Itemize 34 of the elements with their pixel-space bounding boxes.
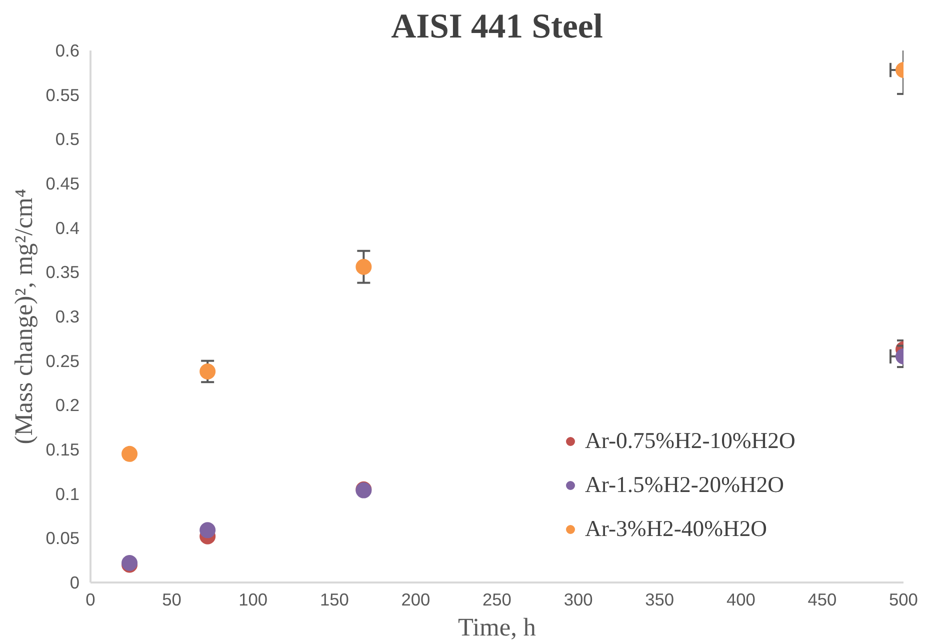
y-tick-label: 0.05: [46, 528, 80, 548]
y-axis-title: (Mass change)², mg²/cm⁴: [10, 188, 38, 444]
x-tick-label: 400: [726, 590, 756, 610]
x-tick-label: 350: [645, 590, 674, 610]
point: [122, 446, 138, 462]
x-tick-label: 250: [482, 590, 512, 610]
legend-label: Ar-1.5%H2-20%H2O: [585, 472, 784, 498]
y-tick-label: 0.3: [55, 306, 80, 326]
point: [200, 363, 216, 380]
x-tick-label: 150: [320, 590, 349, 610]
y-tick-label: 0.15: [46, 440, 80, 460]
x-axis-title: Time, h: [458, 614, 536, 642]
legend-label: Ar-3%H2-40%H2O: [585, 516, 768, 542]
y-tick-label: 0.45: [46, 174, 80, 194]
point: [356, 258, 372, 275]
x-tick-label: 500: [889, 590, 918, 610]
y-tick-label: 0.1: [55, 484, 80, 504]
y-tick-label: 0.35: [46, 262, 80, 282]
x-tick-label: 0: [86, 590, 96, 610]
x-tick-label: 200: [401, 590, 430, 610]
legend-label: Ar-0.75%H2-10%H2O: [585, 428, 796, 454]
x-tick-label: 50: [162, 590, 182, 610]
y-tick-label: 0.5: [55, 129, 80, 150]
chart-title: AISI 441 Steel: [391, 8, 604, 46]
x-tick-label: 450: [808, 590, 837, 610]
x-tick-label: 100: [238, 590, 268, 610]
x-tick-label: 300: [564, 590, 593, 610]
y-tick-label: 0.4: [55, 218, 80, 238]
y-tick-label: 0.25: [46, 350, 80, 371]
y-tick-label: 0: [70, 572, 80, 592]
y-tick-label: 0.2: [55, 395, 80, 416]
y-tick-label: 0.55: [46, 84, 80, 105]
point: [200, 522, 216, 538]
y-tick-label: 0.6: [55, 40, 80, 60]
